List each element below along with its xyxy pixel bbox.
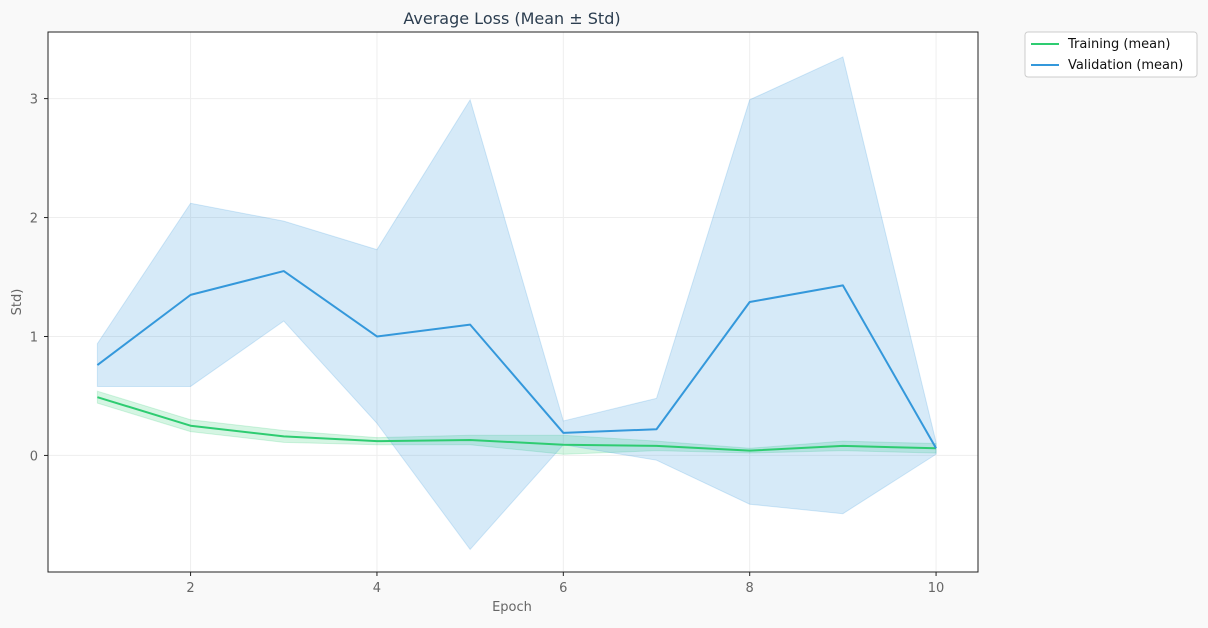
mean-lines (96, 270, 937, 452)
validation-std-band (96, 56, 937, 551)
y-tick-label: 2 (30, 212, 38, 227)
chart-title: Average Loss (Mean ± Std) (403, 9, 620, 28)
y-tick-label: 1 (30, 330, 38, 345)
x-axis-label: Epoch (492, 600, 532, 615)
x-tick-label: 10 (928, 581, 945, 596)
y-tick-label: 0 (30, 449, 38, 464)
plot-frame (47, 31, 979, 573)
validation-mean-line (96, 270, 937, 449)
axis-ticks: 2 4 6 8 10 0 1 2 3 (30, 93, 945, 596)
training-mean-line (97, 396, 937, 452)
y-axis-label: Std) (10, 289, 25, 316)
legend-box (1024, 31, 1198, 78)
y-tick-label: 3 (30, 93, 38, 108)
legend: Training (mean) Validation (mean) (1024, 31, 1198, 78)
grid-lines (48, 32, 978, 572)
x-tick-label: 8 (746, 581, 754, 596)
x-tick-label: 4 (373, 581, 381, 596)
plot-area (48, 32, 978, 572)
legend-label-training: Training (mean) (1067, 37, 1170, 52)
legend-label-validation: Validation (mean) (1068, 58, 1183, 73)
x-tick-label: 2 (186, 581, 194, 596)
x-tick-label: 6 (559, 581, 567, 596)
